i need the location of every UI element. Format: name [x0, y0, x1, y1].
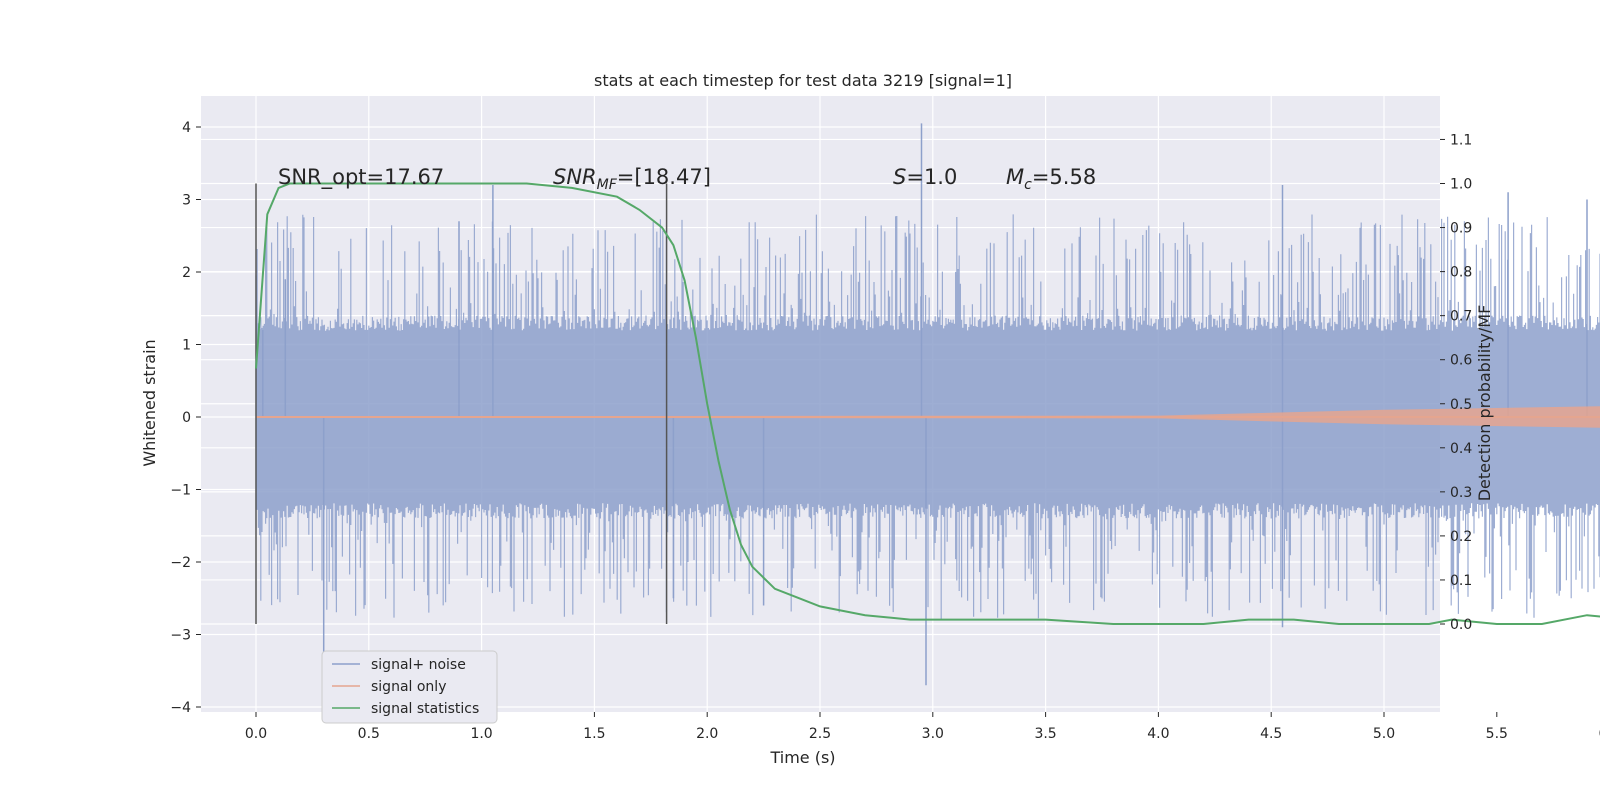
annotation-s: S=1.0	[893, 165, 957, 189]
vertical-markers	[255, 183, 668, 624]
x-tick-label: 5.5	[1486, 726, 1508, 742]
y-tick-label: −3	[170, 628, 191, 644]
y2-tick-label: 0.0	[1450, 617, 1472, 633]
y2-tick-label: 1.0	[1450, 177, 1472, 193]
y-axis-ticks: 4 3 2 1 0 −1 −2 −3 −4	[170, 120, 201, 716]
y-tick-label: 4	[182, 120, 191, 136]
x-tick-label: 6.0	[1598, 726, 1600, 742]
y-tick-label: 1	[182, 338, 191, 354]
annotation-snr-opt: SNR_opt=17.67	[278, 165, 444, 190]
x-tick-label: 4.0	[1147, 726, 1169, 742]
y-tick-label: −4	[170, 700, 191, 716]
x-tick-label: 5.0	[1373, 726, 1395, 742]
y2-tick-label: 1.1	[1450, 132, 1472, 148]
y2-tick-label: 0.9	[1450, 221, 1472, 237]
y-tick-label: 2	[182, 265, 191, 281]
chart-title: stats at each timestep for test data 321…	[594, 71, 1012, 90]
series-signal-statistics	[255, 182, 1600, 625]
y-tick-label: −2	[170, 555, 191, 571]
annotation-snr-mf: SNRMF=[18.47]	[553, 165, 711, 193]
x-tick-label: 4.5	[1260, 726, 1282, 742]
x-tick-label: 3.5	[1034, 726, 1056, 742]
x-tick-label: 0.5	[358, 726, 380, 742]
y2-axis-ticks: 1.1 1.0 0.9 0.8 0.7 0.6 0.5 0.4 0.3 0.2 0.1 0.0	[1440, 132, 1472, 633]
y2-axis-label: Detection probability/MF	[1475, 305, 1494, 502]
annotation-mc: Mc=5.58	[1006, 165, 1096, 193]
legend-label-signal-statistics: signal statistics	[371, 701, 479, 717]
y2-tick-label: 0.1	[1450, 573, 1472, 589]
y2-tick-label: 0.4	[1450, 441, 1472, 457]
y2-tick-label: 0.7	[1450, 309, 1472, 325]
legend-label-signal-noise: signal+ noise	[371, 657, 466, 673]
series-signal-only	[256, 406, 1600, 428]
x-axis-label: Time (s)	[769, 748, 835, 767]
legend-box	[321, 650, 498, 724]
y-tick-label: −1	[170, 483, 191, 499]
y2-tick-label: 0.2	[1450, 529, 1472, 545]
x-tick-label: 2.0	[696, 726, 718, 742]
x-tick-label: 0.0	[245, 726, 267, 742]
x-tick-label: 2.5	[809, 726, 831, 742]
y-tick-label: 3	[182, 193, 191, 209]
y2-tick-label: 0.5	[1450, 397, 1472, 413]
x-axis-ticks: 0.00.51.01.52.02.53.03.54.04.55.05.56.06…	[245, 712, 1600, 742]
y-axis-label: Whitened strain	[140, 339, 159, 466]
noise-peaks	[262, 123, 1588, 686]
x-tick-label: 3.0	[922, 726, 944, 742]
y2-tick-label: 0.8	[1450, 265, 1472, 281]
statistics-line	[255, 182, 1600, 625]
x-tick-label: 1.0	[470, 726, 492, 742]
legend: signal+ noise signal only signal statist…	[321, 650, 498, 724]
y2-tick-label: 0.3	[1450, 485, 1472, 501]
legend-label-signal-only: signal only	[371, 679, 446, 695]
y-tick-label: 0	[182, 410, 191, 426]
y2-tick-label: 0.6	[1450, 353, 1472, 369]
x-tick-label: 1.5	[583, 726, 605, 742]
